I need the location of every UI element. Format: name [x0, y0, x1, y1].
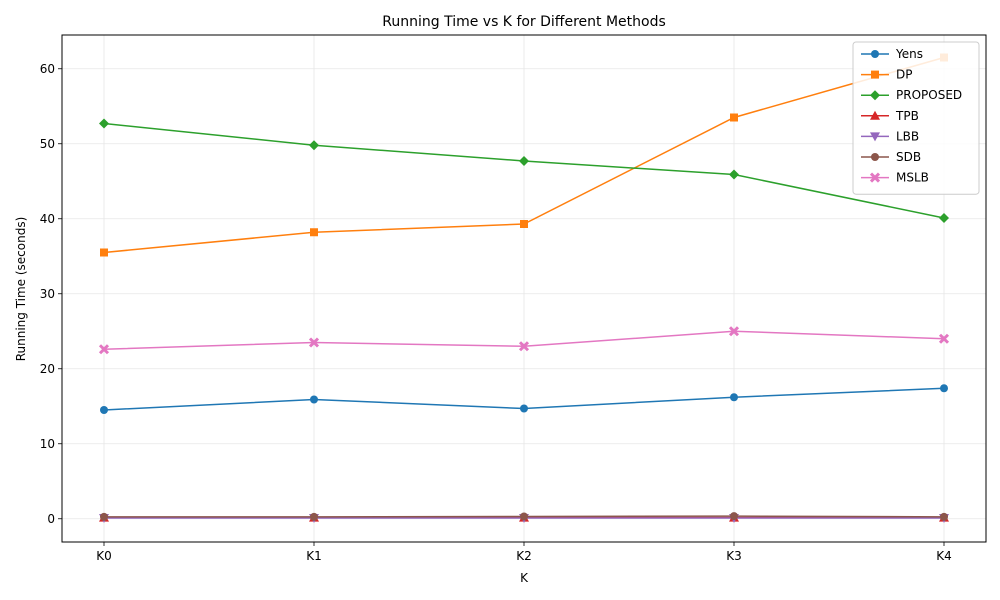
- data-point-mslb: [308, 337, 320, 348]
- y-tick-label: 0: [47, 512, 55, 526]
- legend-marker-yens: [871, 50, 879, 58]
- legend-marker-sdb: [871, 153, 879, 161]
- legend-marker-proposed: [870, 90, 880, 101]
- x-tick-label: K3: [726, 549, 742, 563]
- legend-label-tpb: TPB: [895, 109, 919, 123]
- data-point-yens: [940, 384, 948, 393]
- data-point-sdb: [730, 512, 738, 521]
- grid: [62, 35, 986, 542]
- legend: Yens DP PROPOSED TPB LBB SDB MSLB: [852, 41, 980, 195]
- data-point-proposed: [99, 118, 109, 129]
- data-point-yens: [310, 395, 318, 404]
- x-tick-label: K4: [936, 549, 952, 563]
- data-point-sdb: [520, 512, 528, 521]
- x-axis: K0 K1 K2 K3 K4: [96, 542, 952, 563]
- y-axis-label: Running Time (seconds): [14, 217, 28, 362]
- legend-box: [852, 41, 980, 195]
- y-tick-label: 10: [40, 437, 55, 451]
- data-point-yens: [520, 404, 528, 413]
- data-point-mslb: [518, 341, 530, 352]
- legend-label-lbb: LBB: [896, 129, 919, 143]
- y-axis: 0 10 20 30 40 50 60: [40, 62, 62, 526]
- x-tick-label: K2: [516, 549, 532, 563]
- legend-label-mslb: MSLB: [896, 171, 929, 185]
- data-point-yens: [100, 406, 108, 414]
- legend-label-yens: Yens: [895, 47, 923, 61]
- data-point-proposed: [309, 140, 319, 151]
- chart-title: Running Time vs K for Different Methods: [382, 14, 666, 30]
- y-tick-label: 20: [40, 362, 55, 376]
- data-point-dp: [100, 248, 108, 257]
- data-point-dp: [730, 113, 738, 122]
- data-point-mslb: [728, 326, 740, 337]
- y-tick-label: 40: [40, 212, 55, 226]
- y-tick-label: 60: [40, 62, 55, 76]
- data-point-sdb: [940, 512, 948, 521]
- x-tick-label: K0: [96, 549, 112, 563]
- x-tick-label: K1: [306, 549, 322, 563]
- data-point-proposed: [729, 169, 739, 180]
- x-axis-label: K: [520, 571, 529, 585]
- data-point-sdb: [100, 512, 108, 521]
- legend-label-proposed: PROPOSED: [896, 88, 962, 102]
- legend-label-dp: DP: [896, 68, 912, 82]
- data-point-dp: [520, 220, 528, 228]
- y-tick-label: 30: [40, 287, 55, 301]
- legend-marker-tpb: [870, 110, 880, 120]
- legend-marker-mslb: [869, 172, 881, 183]
- data-point-mslb: [938, 333, 950, 344]
- legend-marker-dp: [871, 70, 879, 79]
- data-point-sdb: [310, 512, 318, 521]
- legend-marker-lbb: [870, 132, 880, 142]
- data-point-proposed: [939, 213, 949, 223]
- data-point-mslb: [98, 344, 110, 355]
- data-point-yens: [730, 393, 738, 402]
- legend-label-sdb: SDB: [896, 150, 921, 164]
- data-point-dp: [310, 228, 318, 237]
- y-tick-label: 50: [40, 137, 55, 151]
- data-point-proposed: [519, 156, 529, 166]
